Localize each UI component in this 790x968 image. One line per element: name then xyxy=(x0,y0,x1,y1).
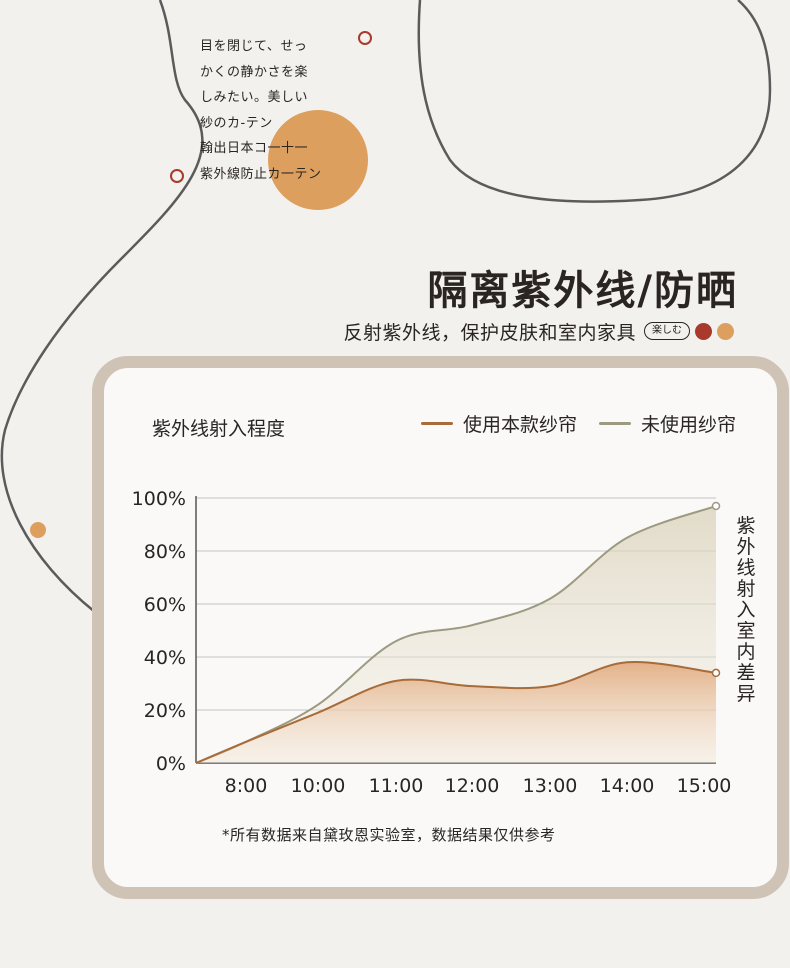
decorative-ring-left xyxy=(170,169,184,183)
intro-line: 目を閉じて、せっ xyxy=(200,39,308,54)
legend-swatch-without-curtain xyxy=(598,422,631,425)
subtitle-row: 反射紫外线，保护皮肤和室内家具 楽しむ xyxy=(343,318,734,344)
y-tick-label: 100% xyxy=(132,488,186,510)
badge: 楽しむ xyxy=(644,322,690,340)
y-axis-side-label: 紫外线射入室内差异 xyxy=(736,515,756,705)
chart-legend: 使用本款纱帘 未使用纱帘 xyxy=(399,410,736,437)
y-tick-label: 40% xyxy=(144,647,186,669)
x-tick-label: 12:00 xyxy=(445,775,500,797)
decorative-orange-dot xyxy=(30,522,46,538)
x-tick-label: 13:00 xyxy=(523,775,578,797)
decorative-curve-right xyxy=(417,0,772,203)
intro-line: 紗のカ-テン xyxy=(200,115,273,131)
intro-text: 目を閉じて、せっ かくの静かさを楽 しみたい。美しい 紗のカ-テン 翰出日本コ一… xyxy=(200,34,322,187)
intro-line: かくの静かさを楽 xyxy=(200,64,309,80)
page-subtitle: 反射紫外线，保护皮肤和室内家具 xyxy=(343,321,636,344)
y-tick-label: 80% xyxy=(144,541,186,563)
decorative-curve-left xyxy=(0,0,204,613)
y-tick-label: 20% xyxy=(144,700,186,722)
area-with-curtain xyxy=(196,662,716,763)
decorative-orange-circle xyxy=(268,110,368,210)
x-tick-label: 15:00 xyxy=(677,775,732,797)
legend-item-without-curtain: 未使用纱帘 xyxy=(598,410,736,437)
y-tick-label: 60% xyxy=(144,594,186,616)
point-with-curtain xyxy=(711,668,721,678)
line-with-curtain xyxy=(195,661,717,764)
chart-title: 紫外线射入程度 xyxy=(152,418,286,440)
x-tick-label: 8:00 xyxy=(225,775,268,797)
legend-label: 使用本款纱帘 xyxy=(462,414,577,436)
x-tick-label: 11:00 xyxy=(369,775,424,797)
legend-item-with-curtain: 使用本款纱帘 xyxy=(420,410,577,437)
footnote: *所有数据来自黛玫恩实验室，数据结果仅供参考 xyxy=(222,826,556,844)
red-dot-icon xyxy=(695,322,712,340)
point-without-curtain xyxy=(711,501,721,511)
intro-line: しみたい。美しい xyxy=(200,90,309,105)
page-title: 隔离紫外线/防晒 xyxy=(427,268,738,314)
legend-swatch-with-curtain xyxy=(420,422,453,425)
y-tick-label: 0% xyxy=(156,753,186,775)
x-tick-label: 14:00 xyxy=(600,775,655,797)
x-tick-label: 10:00 xyxy=(291,775,346,797)
intro-line: 翰出日本コ一十一 xyxy=(200,141,309,156)
decorative-ring-top xyxy=(358,31,372,45)
orange-dot-icon xyxy=(717,322,734,340)
intro-line: 紫外線防止カ一テン xyxy=(200,166,322,182)
legend-label: 未使用纱帘 xyxy=(640,414,736,436)
